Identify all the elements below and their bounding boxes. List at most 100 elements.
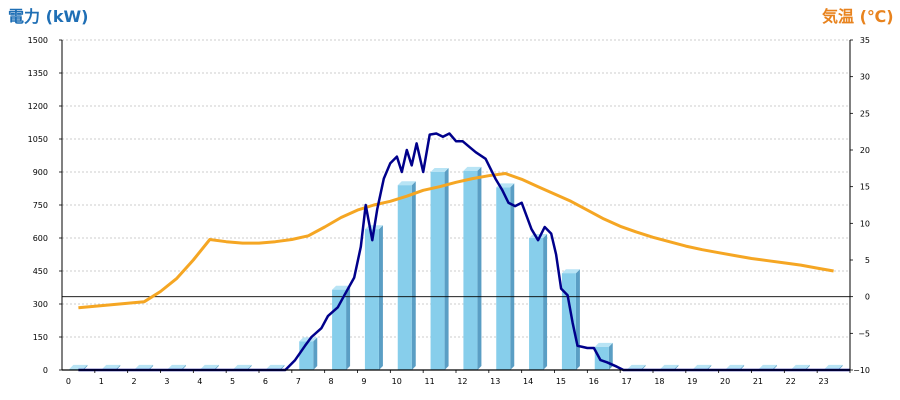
line-series xyxy=(78,132,850,372)
right-y-axis-tick-labels: −10 −5 0 5 10 15 20 25 30 35 xyxy=(850,36,870,375)
power-line xyxy=(78,132,850,372)
x-axis-tick-labels: 0 1 2 3 4 5 6 7 8 9 10 11 12 13 14 15 16 17 18 19 20 21 22 23 xyxy=(66,370,851,386)
bar-side xyxy=(378,225,383,370)
bar-side xyxy=(707,364,712,370)
bar-top xyxy=(135,364,154,369)
bar-hour-11 xyxy=(430,168,449,370)
right-tick-label: 0 xyxy=(865,293,870,302)
x-tick-label: 4 xyxy=(197,377,202,386)
bar-side xyxy=(477,166,482,370)
bar-top xyxy=(233,364,252,369)
bar-top xyxy=(561,269,580,274)
x-tick-label: 14 xyxy=(523,377,533,386)
right-tick-label: 15 xyxy=(860,183,870,192)
left-tick-label: 1350 xyxy=(28,69,48,78)
temperature-line xyxy=(78,172,834,310)
bar-hour-14 xyxy=(529,234,548,370)
x-tick-label: 5 xyxy=(230,377,235,386)
right-tick-label: 20 xyxy=(860,146,870,155)
bar-side xyxy=(674,364,679,370)
x-tick-label: 15 xyxy=(556,377,566,386)
right-axis-title: 気温 (℃) xyxy=(822,7,894,26)
bar-hour-13 xyxy=(496,183,515,370)
x-tick-label: 13 xyxy=(490,377,500,386)
bar-front xyxy=(463,170,478,370)
x-tick-label: 1 xyxy=(99,377,104,386)
bar-top xyxy=(594,342,613,347)
right-tick-label: −5 xyxy=(858,329,870,338)
x-tick-label: 2 xyxy=(132,377,137,386)
bar-side xyxy=(280,364,285,370)
x-tick-label: 10 xyxy=(392,377,402,386)
bar-front xyxy=(594,346,609,370)
x-tick-label: 3 xyxy=(164,377,169,386)
bar-side xyxy=(838,364,843,370)
bar-hour-8 xyxy=(332,285,351,370)
bar-side xyxy=(641,364,646,370)
x-tick-label: 0 xyxy=(66,377,71,386)
bar-hour-9 xyxy=(364,225,383,370)
bar-front xyxy=(529,238,544,370)
bar-side xyxy=(805,364,810,370)
right-tick-label: 5 xyxy=(865,256,870,265)
bar-top xyxy=(397,181,416,186)
left-tick-label: 900 xyxy=(33,168,48,177)
x-tick-label: 22 xyxy=(786,377,796,386)
bar-side xyxy=(181,364,186,370)
bar-side xyxy=(149,364,154,370)
x-tick-label: 20 xyxy=(720,377,730,386)
left-tick-label: 1050 xyxy=(28,135,48,144)
bar-side xyxy=(411,181,416,370)
bar-side xyxy=(346,285,351,370)
x-tick-label: 9 xyxy=(361,377,366,386)
x-tick-label: 8 xyxy=(329,377,334,386)
bar-front xyxy=(364,229,379,370)
bar-front xyxy=(496,187,511,370)
right-tick-label: 25 xyxy=(860,109,870,118)
left-tick-label: 1200 xyxy=(28,102,48,111)
bar-top xyxy=(200,364,219,369)
bar-top xyxy=(627,364,646,369)
grid-lines xyxy=(62,39,850,338)
bar-side xyxy=(83,364,88,370)
bar-side xyxy=(116,364,121,370)
bar-top xyxy=(102,364,121,369)
bar-top xyxy=(791,364,810,369)
bar-hour-10 xyxy=(397,181,416,370)
bar-top xyxy=(266,364,285,369)
bar-top xyxy=(824,364,843,369)
left-tick-label: 150 xyxy=(33,333,48,342)
bar-side xyxy=(740,364,745,370)
x-tick-label: 21 xyxy=(753,377,763,386)
bar-top xyxy=(660,364,679,369)
x-tick-label: 11 xyxy=(424,377,434,386)
bar-side xyxy=(772,364,777,370)
bar-top xyxy=(758,364,777,369)
bar-side xyxy=(247,364,252,370)
bar-top xyxy=(726,364,745,369)
x-tick-label: 19 xyxy=(687,377,697,386)
bar-front xyxy=(332,289,347,370)
bar-top xyxy=(332,285,351,290)
bar-side xyxy=(510,183,515,370)
x-tick-label: 6 xyxy=(263,377,268,386)
bar-front xyxy=(430,172,445,370)
bar-front xyxy=(561,273,576,370)
bar-top xyxy=(69,364,88,369)
left-tick-label: 1500 xyxy=(28,36,48,45)
right-tick-label: −10 xyxy=(853,366,870,375)
x-tick-label: 17 xyxy=(621,377,631,386)
left-tick-label: 450 xyxy=(33,267,48,276)
bar-top xyxy=(463,166,482,171)
x-tick-label: 12 xyxy=(457,377,467,386)
x-tick-label: 7 xyxy=(296,377,301,386)
left-tick-label: 300 xyxy=(33,300,48,309)
bar-side xyxy=(444,168,449,370)
bar-side xyxy=(214,364,219,370)
bar-top xyxy=(693,364,712,369)
bar-front xyxy=(397,185,412,370)
left-tick-label: 0 xyxy=(43,366,48,375)
bar-top xyxy=(430,168,449,172)
right-tick-label: 30 xyxy=(860,73,870,82)
bar-hour-12 xyxy=(463,166,482,370)
